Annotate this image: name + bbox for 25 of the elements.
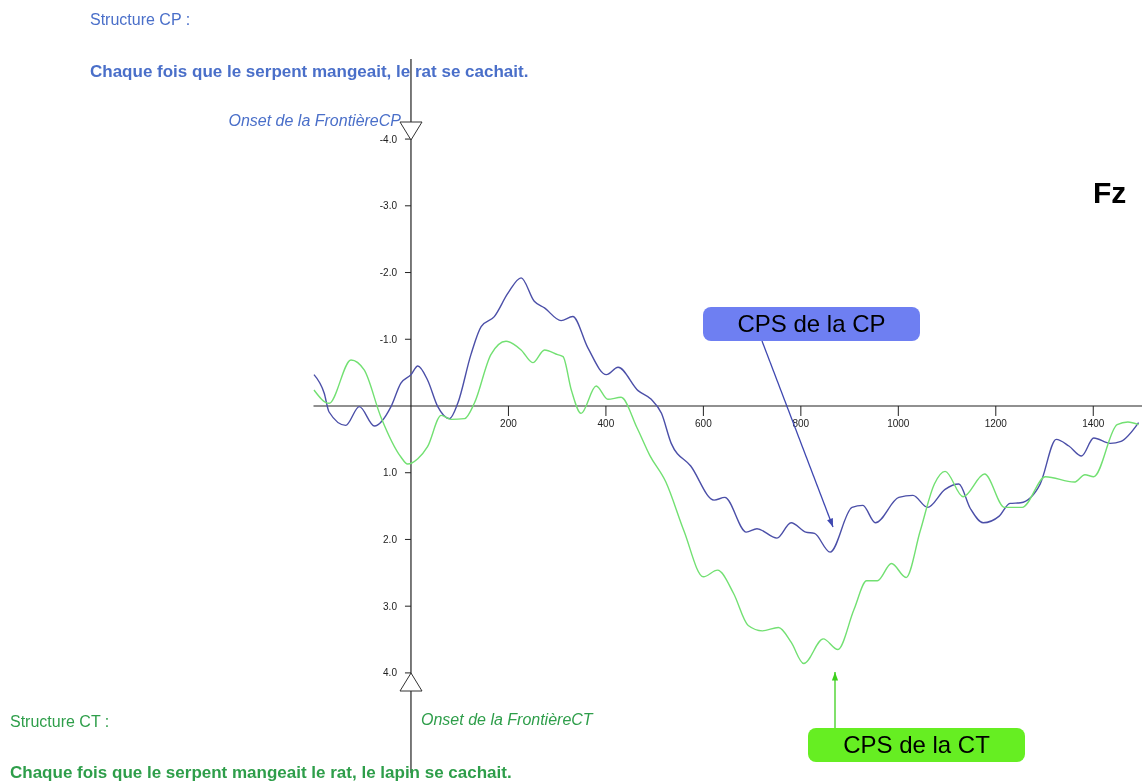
y-tick-label: 3.0 (383, 600, 398, 612)
x-tick-label: 200 (500, 417, 518, 429)
y-tick-label: 2.0 (383, 533, 398, 545)
y-tick-label: -2.0 (379, 267, 398, 279)
y-tick-label: -1.0 (379, 333, 398, 345)
x-tick-label: 1200 (984, 417, 1008, 429)
x-tick-label: 1400 (1082, 417, 1105, 429)
annotation: Onset de la FrontièreCP (228, 112, 402, 129)
x-tick-label: 800 (792, 417, 810, 429)
x-tick-label: 1000 (887, 417, 910, 429)
annotation: CPS de la CT (843, 731, 991, 758)
annotation: CPS de la CP (737, 310, 886, 337)
chart-subtitle: Chaque fois que le serpent mangeait, le rat se cachait. (90, 62, 529, 81)
x-tick-label: 600 (695, 417, 713, 429)
text: Structure CP : (90, 11, 191, 28)
text: Structure CT : (10, 713, 110, 730)
x-tick-label: 400 (597, 417, 615, 429)
y-tick-label: -4.0 (379, 133, 398, 145)
line-series (313, 277, 1140, 553)
annotation: Chaque fois que le serpent mangeait le rat, le lapin se cachait. (10, 763, 512, 782)
y-tick-label: 1.0 (383, 467, 398, 479)
y-tick-label: -3.0 (379, 200, 398, 212)
annotation: Fz (1093, 176, 1127, 209)
y-tick-label: 4.0 (383, 667, 398, 679)
annotation: Onset de la FrontièreCT (421, 711, 594, 728)
